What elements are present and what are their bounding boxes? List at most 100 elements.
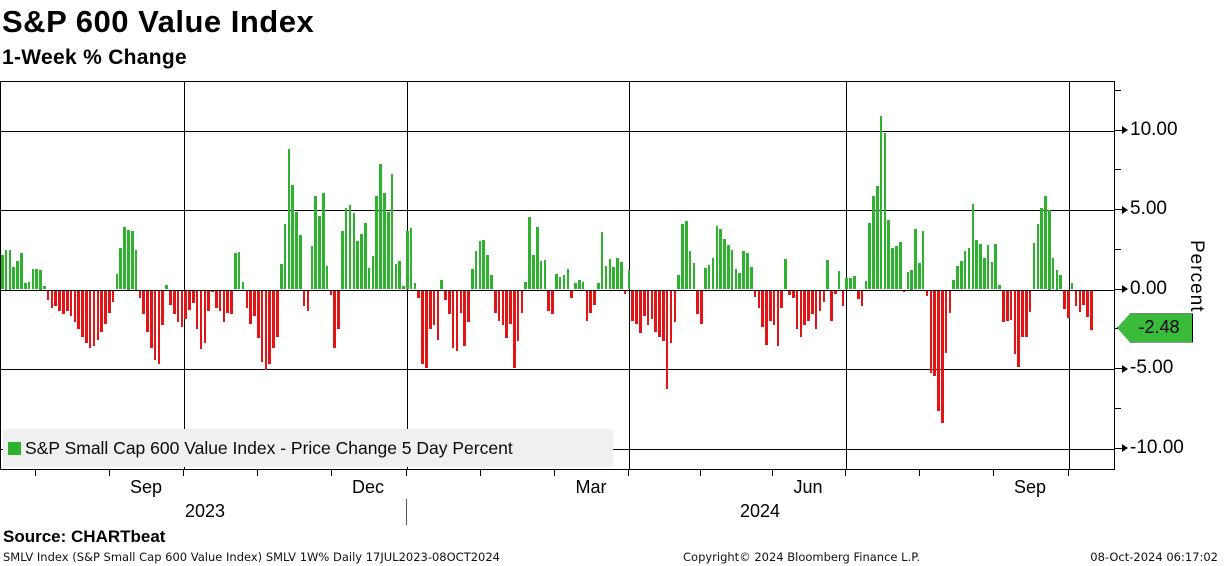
bar [1013, 290, 1017, 355]
bar [1086, 290, 1089, 317]
bar [948, 290, 952, 313]
bar [100, 290, 103, 332]
bar [111, 290, 115, 302]
bar [921, 230, 925, 290]
bar [898, 241, 902, 290]
bar [975, 240, 978, 290]
bar [914, 229, 917, 290]
bar [329, 290, 333, 296]
bar [1, 254, 4, 290]
bar [1002, 290, 1005, 323]
x-tick [109, 470, 110, 476]
bar [658, 290, 661, 337]
bar [58, 290, 61, 312]
bar [902, 290, 906, 293]
x-tick [35, 470, 36, 476]
bar [620, 262, 623, 290]
bar [138, 290, 142, 299]
bar [784, 259, 787, 290]
bar [402, 286, 405, 290]
legend: S&P Small Cap 600 Value Index - Price Ch… [3, 429, 613, 467]
bar [555, 273, 558, 290]
bar [490, 275, 493, 290]
bar [463, 290, 466, 347]
bar [749, 267, 753, 290]
x-tick [919, 470, 920, 476]
bar [1074, 290, 1078, 307]
bar [635, 290, 638, 324]
bar [85, 290, 88, 343]
bar [325, 265, 329, 290]
v-gridline [184, 82, 185, 469]
bar [69, 290, 73, 316]
bar [528, 217, 531, 290]
y-tick-label: -5.00 [1130, 357, 1174, 378]
bar [425, 290, 428, 369]
bar [306, 290, 310, 312]
bar [279, 264, 283, 290]
bar [130, 230, 134, 290]
y-minor-tick [1115, 248, 1121, 250]
x-tick [406, 470, 407, 476]
bar [153, 290, 157, 361]
bar [581, 281, 585, 290]
bar [245, 290, 249, 308]
y-tick-arrow-icon [1122, 444, 1128, 452]
x-tick [772, 470, 773, 476]
bar [88, 290, 92, 348]
y-tick-label: 5.00 [1130, 198, 1167, 219]
x-tick [257, 470, 258, 476]
bar [665, 290, 669, 390]
bar [150, 290, 153, 348]
bar [952, 279, 956, 290]
bar [822, 290, 826, 302]
bar [562, 275, 566, 290]
h-gridline [1, 289, 1114, 291]
bar [719, 229, 722, 290]
y-axis: 10.00 5.00 0.00 -5.00 -10.00 [1115, 81, 1224, 470]
bar [65, 290, 69, 312]
bar [505, 290, 508, 339]
bar [684, 221, 688, 290]
bar [27, 281, 31, 290]
bar [971, 204, 975, 290]
bar [211, 290, 214, 293]
y-tick [1115, 209, 1124, 210]
bar [169, 290, 172, 305]
bar [826, 260, 829, 290]
bar [257, 290, 260, 339]
bar [1067, 290, 1070, 319]
bar [558, 276, 562, 290]
x-month-label: Jun [793, 477, 823, 497]
chart-subtitle: 1-Week % Change [2, 46, 187, 69]
bar [753, 290, 757, 297]
bar [62, 290, 65, 315]
bar [493, 290, 497, 313]
bar [929, 290, 933, 374]
bar [509, 290, 512, 324]
bar [234, 252, 237, 290]
bar [532, 254, 535, 290]
bar [841, 290, 845, 307]
bar [146, 290, 149, 332]
bar [979, 244, 982, 290]
bar [1017, 290, 1020, 367]
bar [662, 290, 665, 342]
bar [470, 268, 474, 290]
last-value-text: -2.48 [1138, 317, 1180, 338]
y-axis-title: Percent [1186, 240, 1207, 313]
legend-label: S&P Small Cap 600 Value Index - Price Ch… [25, 437, 513, 458]
y-tick [1115, 288, 1124, 290]
bar [887, 219, 891, 290]
bar [344, 208, 348, 290]
bar [692, 263, 696, 290]
bar [998, 284, 1001, 290]
bar [341, 230, 344, 290]
bar [203, 290, 207, 343]
bar [1021, 290, 1024, 338]
bar [371, 256, 375, 290]
bar [218, 290, 222, 312]
footer: SMLV Index (S&P Small Cap 600 Value Inde… [0, 548, 1224, 566]
bar [486, 254, 489, 290]
x-year-label: 2024 [739, 501, 781, 521]
